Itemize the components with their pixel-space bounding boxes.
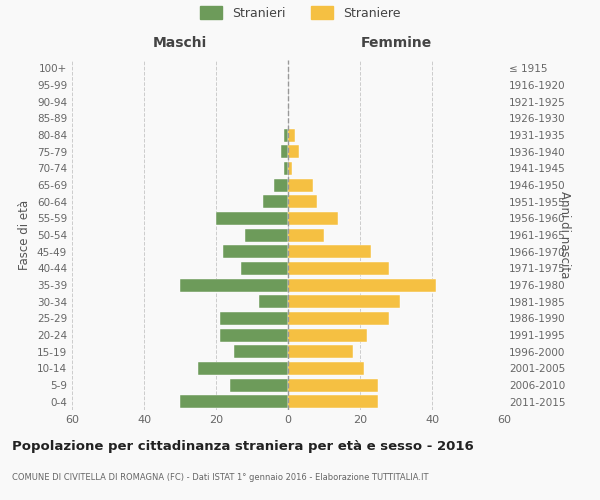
Bar: [198, 362, 288, 375]
Bar: [288, 328, 367, 342]
Bar: [216, 212, 288, 225]
Bar: [223, 245, 288, 258]
Bar: [288, 395, 378, 408]
Bar: [288, 245, 371, 258]
Text: Popolazione per cittadinanza straniera per età e sesso - 2016: Popolazione per cittadinanza straniera p…: [12, 440, 474, 453]
Y-axis label: Fasce di età: Fasce di età: [19, 200, 31, 270]
Bar: [284, 162, 288, 175]
Bar: [288, 278, 436, 291]
Text: Femmine: Femmine: [361, 36, 431, 50]
Text: COMUNE DI CIVITELLA DI ROMAGNA (FC) - Dati ISTAT 1° gennaio 2016 - Elaborazione : COMUNE DI CIVITELLA DI ROMAGNA (FC) - Da…: [12, 473, 428, 482]
Bar: [288, 362, 364, 375]
Bar: [288, 262, 389, 275]
Bar: [288, 228, 324, 241]
Bar: [259, 295, 288, 308]
Bar: [288, 128, 295, 141]
Bar: [263, 195, 288, 208]
Y-axis label: Anni di nascita: Anni di nascita: [558, 192, 571, 278]
Bar: [288, 212, 338, 225]
Bar: [180, 278, 288, 291]
Bar: [288, 312, 389, 325]
Bar: [288, 145, 299, 158]
Bar: [245, 228, 288, 241]
Bar: [180, 395, 288, 408]
Bar: [281, 145, 288, 158]
Bar: [288, 195, 317, 208]
Bar: [288, 378, 378, 392]
Bar: [230, 378, 288, 392]
Legend: Stranieri, Straniere: Stranieri, Straniere: [199, 6, 401, 20]
Bar: [284, 128, 288, 141]
Text: Maschi: Maschi: [153, 36, 207, 50]
Bar: [288, 178, 313, 192]
Bar: [288, 295, 400, 308]
Bar: [288, 345, 353, 358]
Bar: [220, 312, 288, 325]
Bar: [234, 345, 288, 358]
Bar: [241, 262, 288, 275]
Bar: [220, 328, 288, 342]
Bar: [288, 162, 292, 175]
Bar: [274, 178, 288, 192]
